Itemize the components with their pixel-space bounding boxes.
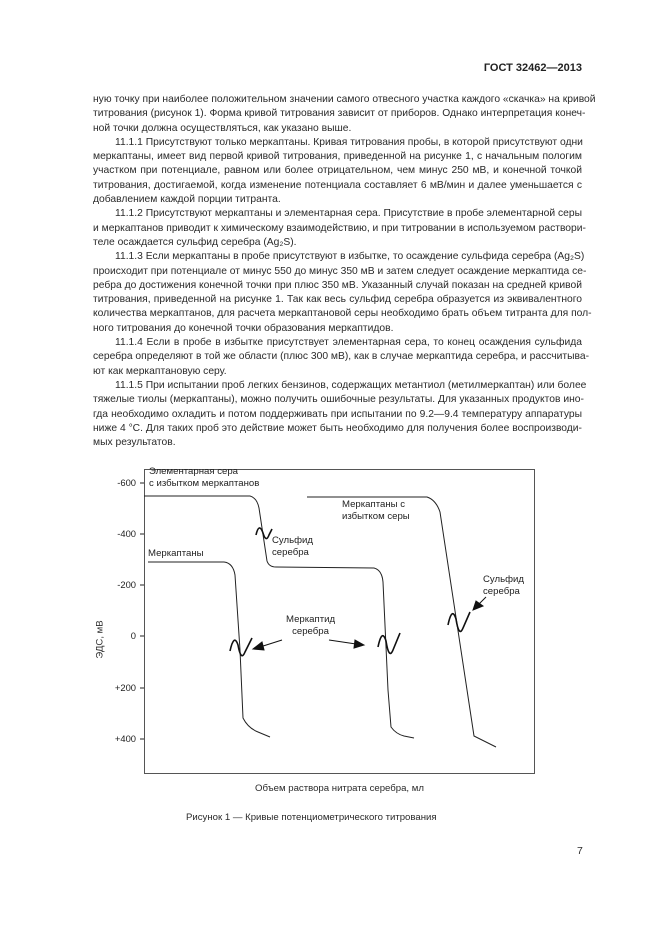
label-elemental-sulfur: Элементарная сера с избытком меркаптанов (149, 466, 259, 490)
y-axis-label: ЭДС, мВ (94, 620, 106, 659)
text-line: и меркаптанов приводит к химическому вза… (93, 222, 586, 234)
figure-caption: Рисунок 1 — Кривые потенциометрического … (186, 812, 437, 823)
body-text: ную точку при наиболее положительном зна… (93, 93, 596, 450)
document-header: ГОСТ 32462—2013 (483, 62, 582, 74)
text-line: титрования (рисунок 1). Форма кривой тит… (93, 108, 586, 120)
text-line: 11.1.2 Присутствуют меркаптаны и элемент… (115, 208, 583, 220)
y-tick: -400 (117, 528, 136, 539)
text-line: тяжелые тиолы (меркаптаны), можно получи… (93, 394, 584, 406)
paragraph: 11.1.4 Если в пробе в избытке присутству… (93, 336, 590, 379)
text-line: ниже 4 °C. Для таких проб это действие м… (93, 422, 582, 434)
paragraph: ную точку при наиболее положительном зна… (93, 93, 596, 136)
text-line: титрования, достигаемой, когда изменение… (93, 179, 582, 191)
text-line: ребра до достижения конечной точки при п… (93, 279, 582, 291)
text-line: 11.1.4 Если в пробе в избытке присутству… (115, 337, 582, 349)
label-line: серебра (292, 626, 329, 637)
text-line: добавлением каждой порции титранта. (93, 194, 281, 206)
text-line: ного титрования до конечной точки образо… (93, 322, 394, 334)
text-line: теле осаждается сульфид серебра (Ag₂S). (93, 236, 297, 248)
label-line: Элементарная сера (149, 466, 238, 477)
text-line: меркаптаны, имеет вид первой кривой титр… (93, 151, 582, 163)
page-number: 7 (577, 845, 583, 857)
text-line: количества меркаптанов, для расчета мерк… (93, 308, 592, 320)
label-silver-sulfide-right: Сульфид серебра (483, 574, 524, 598)
x-axis-label: Объем раствора нитрата серебра, мл (255, 783, 424, 794)
paragraph: 11.1.2 Присутствуют меркаптаны и элемент… (93, 207, 586, 250)
text-line: гда необходимо охладить и потом поддержи… (93, 408, 582, 420)
text-line: участком при потенциале, равном или боле… (93, 165, 582, 177)
y-tick: -600 (117, 477, 136, 488)
text-line: титрования, приведенной на рисунке 1. Та… (93, 294, 582, 306)
paragraph: 11.1.3 Если меркаптаны в пробе присутств… (93, 250, 592, 336)
label-line: Меркаптаны с (342, 499, 405, 510)
text-line: 11.1.1 Присутствуют только меркаптаны. К… (115, 136, 583, 148)
y-tick: -200 (117, 579, 136, 590)
label-silver-sulfide-mid: Сульфид серебра (272, 535, 313, 559)
label-line: серебра (483, 586, 520, 597)
text-line: ную точку при наиболее положительном зна… (93, 94, 596, 105)
text-line: ной точки должна осуществляться, как ука… (93, 122, 352, 134)
text-line: происходит при потенциале от минус 550 д… (93, 265, 587, 277)
y-tick: 0 (130, 630, 136, 641)
text-line: 11.1.3 Если меркаптаны в пробе присутств… (115, 251, 585, 263)
label-line: серебра (272, 547, 309, 558)
paragraph: 11.1.5 При испытании проб легких бензино… (93, 379, 587, 450)
label-mercaptans-excess-sulfur: Меркаптаны с избытком серы (342, 499, 410, 523)
paragraph: 11.1.1 Присутствуют только меркаптаны. К… (93, 136, 583, 207)
text-line: мых результатов. (93, 437, 176, 449)
y-tick: +400 (114, 733, 136, 744)
label-line: Меркаптид (286, 614, 336, 625)
text-line: 11.1.5 При испытании проб легких бензино… (115, 379, 587, 391)
label-line: с избытком меркаптанов (149, 478, 260, 489)
label-mercaptans: Меркаптаны (148, 548, 204, 559)
label-line: Сульфид (483, 574, 524, 585)
y-tick: +200 (114, 682, 136, 693)
label-silver-mercaptide: Меркаптид серебра (286, 614, 335, 638)
text-line: ют как меркаптановую серу. (93, 365, 227, 377)
text-line: серебра определяют в той же области (плю… (93, 351, 590, 363)
label-line: Сульфид (272, 535, 313, 546)
label-line: избытком серы (342, 511, 410, 522)
figure-frame (144, 469, 535, 774)
